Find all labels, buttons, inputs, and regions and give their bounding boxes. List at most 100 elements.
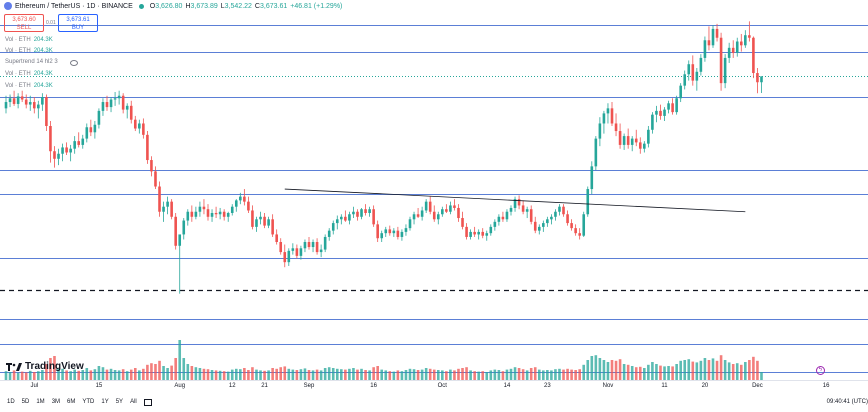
volume-bar (441, 370, 444, 380)
volume-bar (247, 370, 250, 380)
calendar-icon[interactable] (143, 398, 152, 406)
overlays (284, 188, 746, 213)
candle-body (457, 207, 460, 219)
candle-body (396, 230, 400, 237)
volume-bar (461, 368, 464, 380)
volume-bar (489, 370, 493, 380)
volume-bar (457, 368, 460, 380)
indicator-legend-4[interactable]: Vol · ETH 204.3K (5, 71, 53, 77)
volume-bar (291, 369, 295, 380)
candle-body (400, 231, 404, 237)
volume-bar (4, 371, 8, 380)
candle-body (138, 123, 141, 129)
candle-body (32, 102, 36, 109)
candle-body (505, 211, 509, 220)
indicator-legend-5[interactable]: Vol · ETH 204.3K (5, 83, 53, 89)
volume-bar (707, 360, 711, 380)
range-3m[interactable]: 3M (51, 399, 61, 405)
ethereum-icon (4, 2, 12, 10)
indicator-legend-3[interactable]: Supertrend 14 hl2 3 (5, 59, 58, 65)
volume-bar (65, 370, 68, 380)
candle-body (380, 233, 384, 239)
candle-body (461, 218, 464, 227)
candle-body (748, 35, 751, 38)
volume-bar (251, 367, 254, 380)
candle-body (695, 71, 699, 81)
candle-body (473, 231, 476, 235)
candle-body (529, 209, 533, 222)
candle-body (214, 213, 218, 215)
candle-body (586, 189, 590, 215)
candle-body (186, 211, 190, 221)
range-1y[interactable]: 1Y (101, 399, 109, 405)
volume-bar (449, 369, 452, 380)
volume-bar (255, 369, 258, 380)
volume-bar (598, 358, 602, 380)
candle-body (699, 57, 703, 72)
volume-bar (69, 371, 72, 380)
candle-body (190, 211, 194, 217)
candle-body (683, 74, 687, 86)
candle-body (307, 242, 311, 248)
volume-bar (356, 369, 359, 380)
clock[interactable]: 09:40:41 (UTC) (826, 399, 868, 405)
range-6m[interactable]: 6M (67, 399, 76, 405)
volume-bar (113, 370, 117, 380)
volume-bar (214, 370, 218, 380)
candle-body (234, 200, 238, 207)
volume-bar (45, 364, 48, 380)
collapse-icon[interactable]: ⌃ (8, 97, 14, 103)
volume-bar (542, 370, 545, 380)
candle-body (424, 201, 428, 211)
volume-bar (517, 368, 521, 380)
x-tick-label: Oct (438, 383, 448, 389)
candle-body (404, 228, 408, 232)
eye-icon[interactable] (70, 60, 78, 66)
volume-bar (485, 372, 489, 380)
range-5d[interactable]: 5D (21, 399, 30, 405)
volume-bar (121, 369, 125, 380)
volume-bar (24, 372, 28, 380)
range-all[interactable]: All (130, 399, 137, 405)
volume-bar (453, 370, 456, 380)
volume-bar (719, 355, 723, 380)
tradingview-icon (6, 362, 22, 371)
volume-bar (194, 367, 198, 380)
volume-bar (424, 368, 428, 380)
volume-bar (691, 361, 695, 380)
volume-bar (283, 366, 287, 380)
volume-bar (651, 362, 654, 380)
volume-bar (679, 360, 682, 380)
volume-bar (760, 372, 763, 380)
candle-body (154, 171, 157, 187)
buy-button[interactable]: 3,673.61 BUY (58, 14, 98, 32)
volume-bar (404, 370, 408, 380)
x-tick-label: 12 (229, 383, 236, 389)
ohlc-high: H3,673.89 (185, 2, 218, 10)
indicator-legend-2[interactable]: Vol · ETH 204.3K (5, 48, 53, 54)
flash-icon[interactable]: ϟ (816, 366, 825, 375)
range-1d[interactable]: 1D (7, 399, 15, 405)
sell-button[interactable]: 3,673.60 SELL (4, 14, 44, 32)
x-tick-label: 20 (702, 383, 709, 389)
volume-bar (299, 369, 303, 380)
candle-body (432, 211, 436, 220)
range-5y[interactable]: 5Y (115, 399, 124, 405)
volume-bar (142, 368, 145, 380)
volume-bar (687, 359, 691, 380)
symbol-title[interactable]: Ethereum / TetherUS · 1D · BINANCE (15, 2, 133, 10)
range-ytd[interactable]: YTD (82, 399, 95, 405)
volume-bar (420, 369, 424, 380)
candle-body (319, 249, 323, 253)
volume-bar (614, 360, 618, 380)
volume-bar (744, 362, 747, 380)
volume-bar (364, 370, 367, 380)
volume-bar (715, 360, 719, 380)
ohlc-change: +46.81 (+1.29%) (290, 2, 343, 10)
volume-bar (162, 366, 165, 380)
candle-body (57, 153, 60, 159)
range-1m[interactable]: 1M (36, 399, 45, 405)
volume-bar (352, 368, 355, 380)
indicator-legend-1[interactable]: Vol · ETH 204.3K (5, 37, 53, 43)
